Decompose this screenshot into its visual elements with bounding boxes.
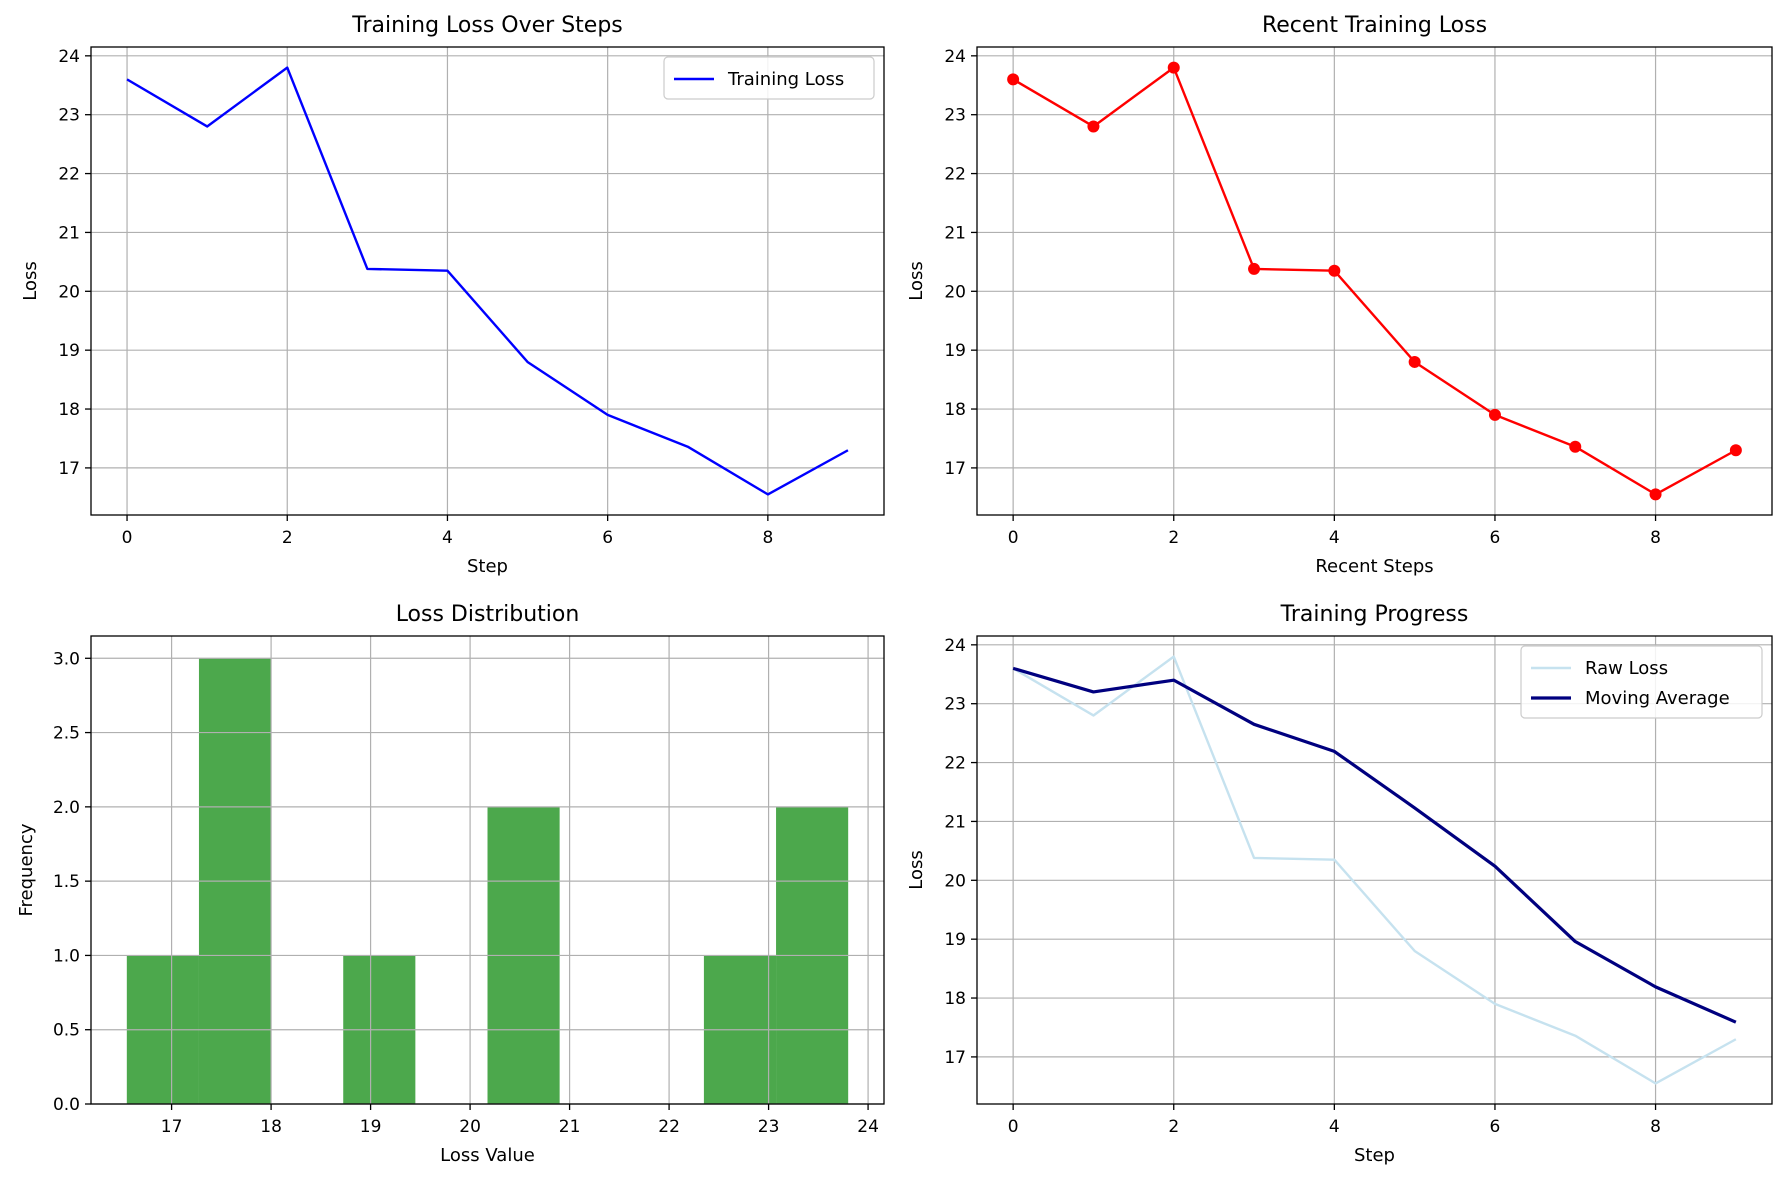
y-axis-label: Loss [906, 850, 927, 889]
y-tick-label: 17 [58, 459, 80, 479]
legend-label: Moving Average [1585, 688, 1730, 709]
plot-frame [90, 635, 885, 1105]
x-tick-label: 17 [161, 1117, 183, 1137]
series-line-1 [1012, 66, 1737, 496]
x-tick-label: 19 [360, 1117, 382, 1137]
data-point [1007, 73, 1020, 86]
x-axis-label: Step [1354, 1145, 1395, 1166]
y-tick-label: 20 [944, 871, 966, 891]
chart-title: Loss Distribution [396, 602, 580, 627]
legend-label: Raw Loss [1585, 658, 1668, 679]
y-axis-label: Frequency [16, 823, 37, 916]
y-tick-label: 21 [944, 812, 966, 832]
series-line-2 [1012, 666, 1737, 1024]
x-tick-label: 24 [857, 1117, 879, 1137]
y-tick-label: 22 [944, 754, 966, 774]
x-tick-label: 0 [1008, 528, 1019, 548]
x-tick-label: 4 [1329, 1117, 1340, 1137]
data-point [1649, 488, 1662, 501]
data-point [1488, 408, 1501, 421]
y-tick-label: 23 [944, 695, 966, 715]
legend-box [1520, 645, 1763, 719]
y-tick-label: 24 [944, 636, 966, 656]
x-tick-label: 2 [282, 528, 293, 548]
y-tick-label: 2.0 [53, 798, 80, 818]
chart-panel-3: 17 18 19 20 21 22 23 24 0.0 0.5 1.0 1.5 2.0 2.5 3.0 Los… [16, 602, 885, 1166]
y-tick-label: 18 [58, 400, 80, 420]
y-tick-label: 1.0 [53, 946, 80, 966]
y-tick-label: 21 [58, 223, 80, 243]
x-axis-label: Loss Value [440, 1145, 535, 1166]
y-tick-label: 3.0 [53, 649, 80, 669]
legend: Raw Loss Moving Average [1520, 645, 1763, 719]
y-tick-label: 18 [944, 400, 966, 420]
legend-label: Training Loss [727, 69, 844, 90]
y-tick-label: 0.0 [53, 1095, 80, 1115]
x-tick-label: 8 [1650, 528, 1661, 548]
x-tick-label: 20 [459, 1117, 481, 1137]
chart-title: Recent Training Loss [1262, 13, 1487, 38]
series-line-1 [1012, 655, 1737, 1085]
y-tick-label: 24 [944, 47, 966, 67]
plot-frame [90, 46, 885, 516]
y-tick-label: 20 [944, 282, 966, 302]
x-tick-label: 23 [758, 1117, 780, 1137]
y-tick-label: 21 [944, 223, 966, 243]
x-tick-label: 0 [1008, 1117, 1019, 1137]
y-tick-label: 17 [944, 459, 966, 479]
y-axis-label: Loss [20, 261, 41, 300]
plot-frame [976, 46, 1773, 516]
x-tick-label: 2 [1168, 1117, 1179, 1137]
x-tick-label: 4 [442, 528, 453, 548]
y-tick-label: 19 [944, 930, 966, 950]
legend: Training Loss [663, 56, 875, 100]
y-tick-label: 20 [58, 282, 80, 302]
legend-box [663, 56, 875, 100]
y-tick-label: 18 [944, 989, 966, 1009]
x-tick-label: 6 [1490, 528, 1501, 548]
chart-title: Training Progress [1280, 602, 1469, 627]
x-axis-label: Recent Steps [1315, 556, 1433, 577]
x-tick-label: 8 [762, 528, 773, 548]
y-tick-label: 22 [944, 165, 966, 185]
x-tick-label: 21 [559, 1117, 581, 1137]
y-tick-label: 2.5 [53, 724, 80, 744]
y-tick-label: 17 [944, 1048, 966, 1068]
x-axis-label: Step [467, 556, 508, 577]
x-tick-label: 2 [1168, 528, 1179, 548]
x-tick-label: 8 [1650, 1117, 1661, 1137]
y-axis-label: Loss [906, 261, 927, 300]
series-line-1 [126, 66, 849, 496]
y-tick-label: 23 [58, 106, 80, 126]
x-tick-label: 6 [1490, 1117, 1501, 1137]
x-tick-label: 22 [658, 1117, 680, 1137]
x-tick-label: 6 [602, 528, 613, 548]
y-tick-label: 19 [58, 341, 80, 361]
data-point [1248, 262, 1261, 275]
data-point [1167, 61, 1180, 74]
x-tick-label: 0 [122, 528, 133, 548]
data-point [1087, 120, 1100, 133]
plot-frame [976, 635, 1773, 1105]
x-tick-label: 18 [260, 1117, 282, 1137]
y-tick-label: 22 [58, 165, 80, 185]
x-tick-label: 4 [1329, 528, 1340, 548]
chart-title: Training Loss Over Steps [351, 13, 623, 38]
y-tick-label: 1.5 [53, 872, 80, 892]
y-tick-label: 19 [944, 341, 966, 361]
data-point [1408, 355, 1421, 368]
data-point [1729, 444, 1742, 457]
y-tick-label: 0.5 [53, 1021, 80, 1041]
data-point [1569, 440, 1582, 453]
data-point [1328, 264, 1341, 277]
y-tick-label: 23 [944, 106, 966, 126]
y-tick-label: 24 [58, 47, 80, 67]
